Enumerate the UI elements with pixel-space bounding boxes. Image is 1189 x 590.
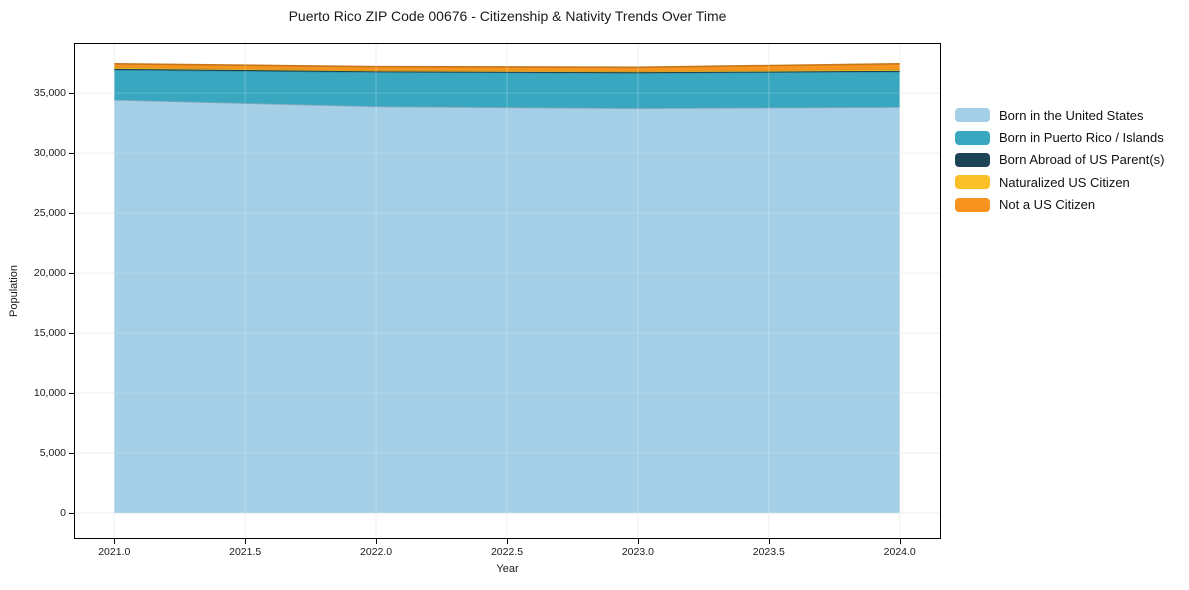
y-tick-label: 15,000 xyxy=(33,327,66,340)
x-tick-label: 2021.0 xyxy=(98,546,131,558)
x-tick-mark xyxy=(899,539,901,544)
legend-swatch-icon xyxy=(955,108,990,123)
x-tick-label: 2023.5 xyxy=(752,546,785,558)
legend-label: Born Abroad of US Parent(s) xyxy=(999,152,1165,168)
area-born-in-puerto-rico-islands xyxy=(114,69,900,109)
y-tick-label: 30,000 xyxy=(33,147,66,160)
y-tick-mark xyxy=(69,333,74,335)
y-tick-label: 10,000 xyxy=(33,387,66,400)
y-tick-mark xyxy=(69,93,74,95)
legend-swatch-icon xyxy=(955,197,990,212)
x-axis-label: Year xyxy=(496,563,519,575)
legend-label: Born in Puerto Rico / Islands xyxy=(999,130,1164,146)
x-tick-mark xyxy=(245,539,247,544)
x-tick-mark xyxy=(114,539,116,544)
legend-swatch-icon xyxy=(955,152,990,167)
legend-item-born-in-puerto-rico-islands: Born in Puerto Rico / Islands xyxy=(955,126,1164,148)
x-tick-label: 2024.0 xyxy=(883,546,916,558)
legend-swatch-icon xyxy=(955,130,990,145)
y-tick-mark xyxy=(69,393,74,395)
stacked-area-chart xyxy=(75,44,939,537)
x-tick-label: 2022.5 xyxy=(490,546,524,558)
area-edge-not-a-us-citizen xyxy=(114,62,900,69)
chart-title: Puerto Rico ZIP Code 00676 - Citizenship… xyxy=(288,8,727,24)
x-tick-label: 2022.0 xyxy=(360,546,393,558)
legend: Born in the United States Born in Puerto… xyxy=(955,104,1164,216)
x-tick-mark xyxy=(768,539,770,544)
area-born-in-the-united-states xyxy=(114,99,900,514)
legend-item-not-a-us-citizen: Not a US Citizen xyxy=(955,194,1164,216)
x-tick-mark xyxy=(376,539,378,544)
y-tick-label: 35,000 xyxy=(33,87,66,100)
y-tick-mark xyxy=(69,453,74,455)
x-tick-label: 2021.5 xyxy=(229,546,262,558)
legend-label: Born in the United States xyxy=(999,107,1144,123)
y-tick-label: 5,000 xyxy=(39,447,66,460)
plot-area xyxy=(74,43,941,539)
y-tick-mark xyxy=(69,273,74,275)
y-tick-label: 20,000 xyxy=(33,267,66,280)
x-tick-mark xyxy=(507,539,508,544)
legend-label: Not a US Citizen xyxy=(999,197,1096,213)
legend-item-born-abroad-of-us-parents: Born Abroad of US Parent(s) xyxy=(955,149,1164,171)
y-tick-mark xyxy=(69,513,74,514)
y-tick-label: 25,000 xyxy=(33,207,66,220)
y-tick-mark xyxy=(69,153,74,155)
legend-item-born-in-the-united-states: Born in the United States xyxy=(955,104,1164,126)
x-tick-label: 2023.0 xyxy=(621,546,654,558)
area-edge-born-in-the-united-states xyxy=(114,98,900,109)
y-tick-mark xyxy=(69,213,74,215)
x-tick-mark xyxy=(637,539,639,544)
legend-swatch-icon xyxy=(955,175,990,190)
legend-label: Naturalized US Citizen xyxy=(999,174,1130,190)
y-tick-label: 0 xyxy=(60,507,66,519)
legend-item-naturalized-us-citizen: Naturalized US Citizen xyxy=(955,171,1164,193)
